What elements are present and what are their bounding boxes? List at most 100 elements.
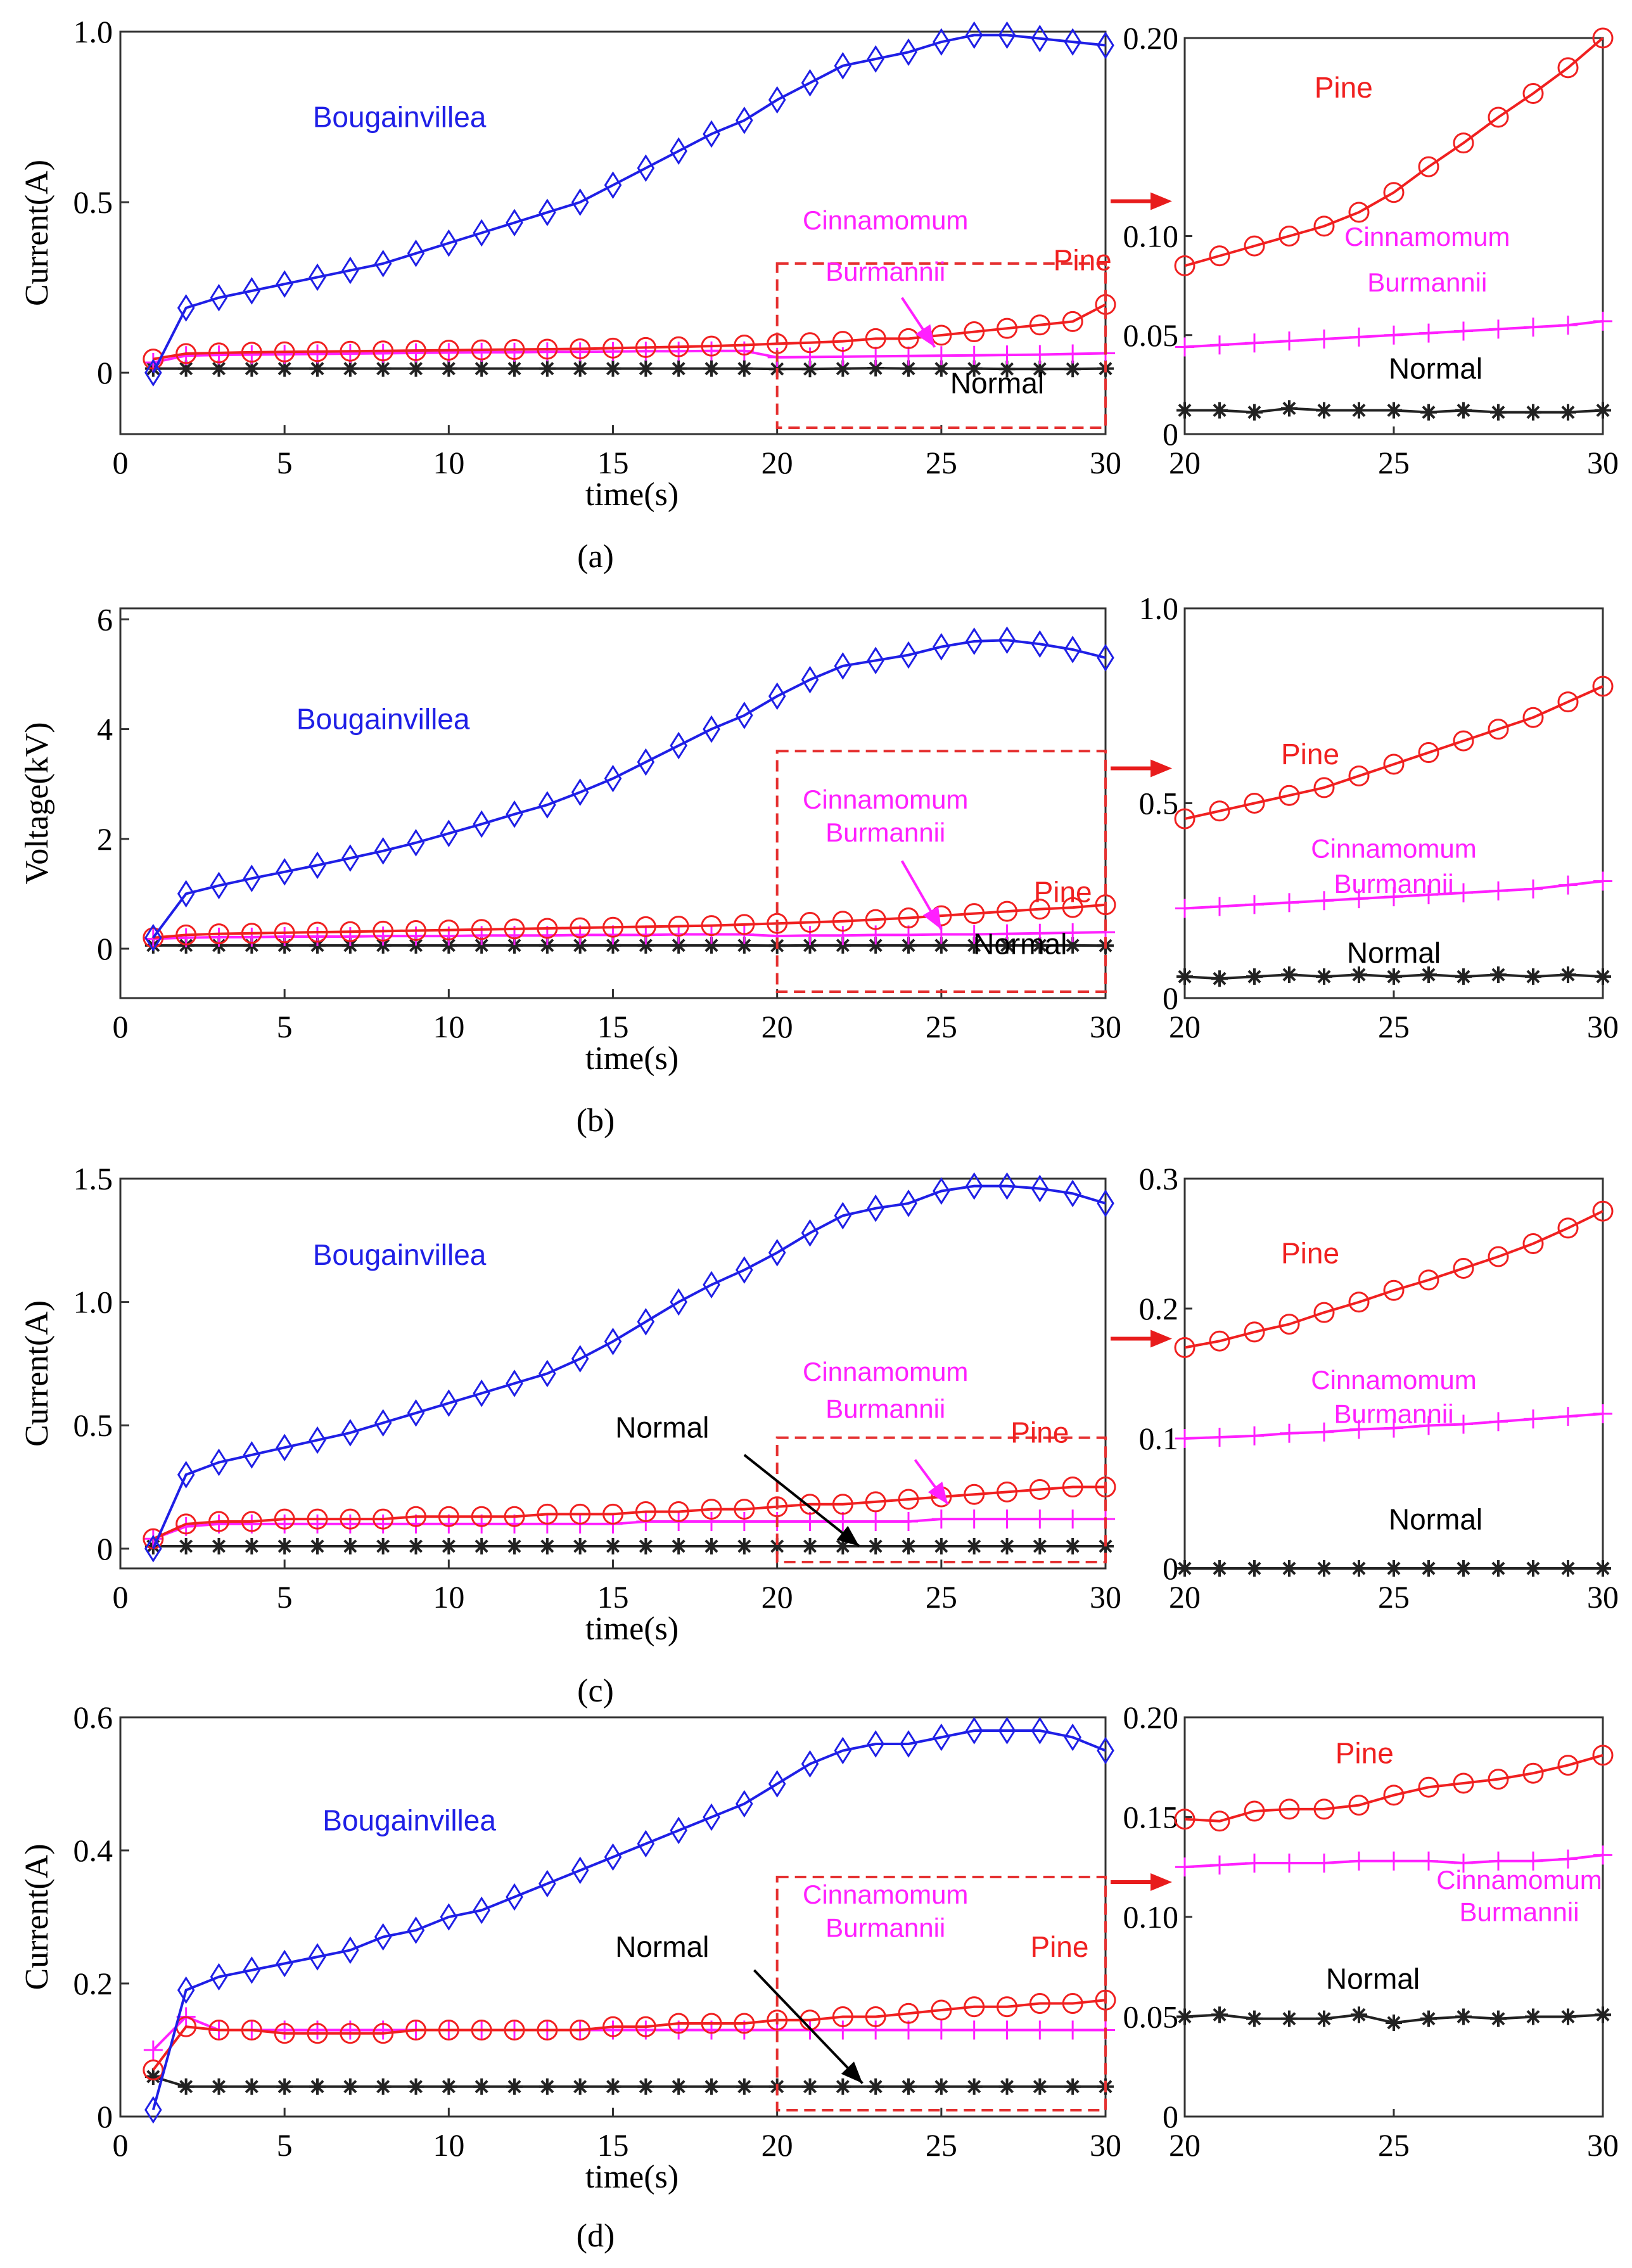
data-point [966, 360, 983, 377]
zoom-data-point [1592, 1745, 1614, 1766]
data-point [307, 1508, 328, 1530]
data-point [1029, 314, 1050, 336]
data-point [898, 328, 919, 349]
zoom-data-point [1418, 156, 1439, 177]
zoom-data-point [1593, 311, 1612, 331]
data-point [800, 911, 820, 933]
data-point [998, 2078, 1016, 2095]
x-tick-label: 5 [277, 445, 293, 480]
data-point [966, 2078, 983, 2095]
x-tick-label: 20 [762, 445, 793, 480]
label-normal: Normal [950, 366, 1044, 399]
data-point [637, 154, 655, 183]
x-axis-title: time(s) [585, 1041, 679, 1077]
x-tick-label: 20 [762, 2127, 793, 2163]
zoom-data-point [1454, 321, 1473, 341]
data-point [570, 2020, 591, 2041]
data-point [966, 937, 983, 954]
data-point [670, 2078, 687, 2095]
data-point [209, 345, 229, 365]
zoom-data-point [1174, 808, 1195, 830]
data-point [438, 919, 459, 941]
series-line-bougainvillea [152, 1184, 1106, 1549]
zoom-y-tick-label: 0.10 [1123, 1899, 1179, 1935]
data-point [243, 1537, 260, 1554]
data-point [637, 2078, 654, 2095]
data-point [964, 903, 985, 925]
x-tick-label: 25 [926, 1579, 957, 1615]
data-point [866, 347, 886, 366]
data-point [208, 923, 229, 945]
data-point [900, 360, 917, 377]
data-point [668, 1501, 689, 1522]
data-point [767, 2009, 788, 2031]
zoom-data-point [1281, 2010, 1297, 2027]
zoom-data-point [1246, 968, 1263, 985]
data-point [276, 857, 293, 886]
data-point [571, 1537, 589, 1554]
zoom-data-point [1313, 215, 1335, 237]
data-point [341, 844, 359, 872]
chart-panel: 0 5 10 15 20 25 30 0 0.5 1.0 time(s) Current(A) (a) B… [19, 14, 1619, 575]
x-tick-label: 10 [433, 1579, 464, 1615]
data-point [143, 2041, 163, 2060]
data-point [274, 2023, 295, 2044]
zoom-y-tick-label: 0.5 [1139, 786, 1179, 821]
zoom-data-point [1592, 27, 1614, 49]
data-point [866, 1512, 886, 1532]
data-point [701, 2013, 722, 2034]
data-point [210, 1537, 227, 1554]
data-point [734, 2013, 755, 2034]
data-point [602, 1503, 623, 1525]
data-point [1030, 1509, 1050, 1529]
data-point [473, 1896, 490, 1925]
data-point [341, 256, 359, 285]
label-cinnamomum: Cinnamomum [803, 205, 968, 235]
zoom-data-point [1315, 1422, 1334, 1442]
data-point [276, 2078, 293, 2095]
zoom-label-cinnamomum: Cinnamomum [1344, 222, 1510, 252]
data-point [701, 1499, 722, 1520]
zoom-data-point [1522, 1762, 1544, 1784]
zoom-data-point [1490, 2010, 1507, 2027]
data-point [767, 913, 788, 934]
data-point [867, 646, 884, 675]
zoom-data-point [1560, 2008, 1576, 2025]
zoom-data-point [1174, 1809, 1195, 1830]
data-point [668, 2013, 689, 2034]
zoom-data-point [1488, 1246, 1509, 1267]
data-point [243, 360, 260, 377]
data-point [1097, 644, 1114, 672]
y-tick-label: 0 [97, 355, 113, 390]
zoom-data-point [1351, 402, 1367, 419]
zoom-data-point [1560, 966, 1576, 983]
data-point [1063, 923, 1083, 942]
zoom-data-point [1348, 1291, 1370, 1313]
series-line-pine [153, 903, 1106, 939]
data-point [340, 921, 361, 942]
zoom-data-point [1245, 1853, 1264, 1873]
data-point [143, 927, 164, 949]
data-point [177, 294, 195, 322]
data-point [405, 1506, 426, 1527]
data-point [177, 2078, 194, 2095]
data-point [340, 340, 361, 362]
data-point [341, 1936, 359, 1964]
label-burmannii: Burmannii [826, 817, 945, 847]
zoom-label-normal: Normal [1326, 1962, 1420, 1995]
data-point [833, 1512, 853, 1532]
zoom-y-tick-label: 0.20 [1123, 20, 1179, 56]
data-point [407, 360, 424, 377]
label-burmannii: Burmannii [826, 257, 945, 286]
data-point [635, 2016, 656, 2037]
data-point [900, 1189, 917, 1217]
data-point [604, 764, 622, 793]
data-point [308, 1514, 327, 1534]
data-point [341, 1419, 359, 1447]
zoom-data-point [1348, 202, 1370, 223]
data-point [964, 925, 984, 944]
zoom-data-point [1559, 316, 1578, 335]
arrowhead [928, 1482, 948, 1504]
zoom-data-point [1455, 968, 1472, 985]
x-tick-label: 0 [113, 1579, 129, 1615]
